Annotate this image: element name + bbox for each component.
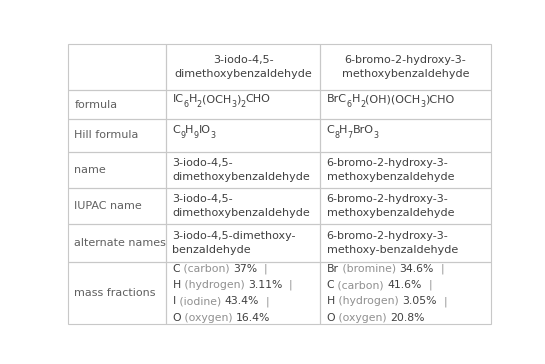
Text: 43.4%: 43.4% xyxy=(225,296,259,306)
Text: 41.6%: 41.6% xyxy=(387,280,422,290)
Text: (hydrogen): (hydrogen) xyxy=(335,296,402,306)
Bar xyxy=(68,225,166,262)
Text: BrC: BrC xyxy=(326,94,347,104)
Text: 3.11%: 3.11% xyxy=(248,280,282,290)
Bar xyxy=(320,119,490,151)
Bar xyxy=(320,225,490,262)
Text: C: C xyxy=(172,264,180,274)
Text: IO: IO xyxy=(199,125,211,135)
Text: 9: 9 xyxy=(193,131,199,140)
Bar xyxy=(166,151,320,188)
Bar xyxy=(68,262,166,324)
Bar xyxy=(166,188,320,225)
Bar xyxy=(166,119,320,151)
Text: IC: IC xyxy=(172,94,184,104)
Text: 8: 8 xyxy=(335,131,340,140)
Text: 3-iodo-4,5-
dimethoxybenzaldehyde: 3-iodo-4,5- dimethoxybenzaldehyde xyxy=(172,158,310,182)
Text: 3.05%: 3.05% xyxy=(402,296,437,306)
Text: |: | xyxy=(282,280,293,290)
Text: (iodine): (iodine) xyxy=(175,296,225,306)
Text: 37%: 37% xyxy=(233,264,257,274)
Bar xyxy=(68,90,166,119)
Text: |: | xyxy=(437,296,447,306)
Text: C: C xyxy=(326,125,335,135)
Text: 6-bromo-2-hydroxy-3-
methoxybenzaldehyde: 6-bromo-2-hydroxy-3- methoxybenzaldehyde xyxy=(326,194,454,218)
Text: 2: 2 xyxy=(240,100,246,109)
Text: Hill formula: Hill formula xyxy=(75,130,139,141)
Text: IUPAC name: IUPAC name xyxy=(75,201,142,211)
Bar xyxy=(166,90,320,119)
Text: 2: 2 xyxy=(360,100,365,109)
Text: |: | xyxy=(259,296,269,306)
Text: O: O xyxy=(172,313,181,323)
Text: 3: 3 xyxy=(211,131,216,140)
Text: O: O xyxy=(326,313,335,323)
Text: C: C xyxy=(172,125,180,135)
Text: (oxygen): (oxygen) xyxy=(181,313,236,323)
Text: (oxygen): (oxygen) xyxy=(335,313,390,323)
Text: (bromine): (bromine) xyxy=(338,264,399,274)
Text: 6: 6 xyxy=(347,100,352,109)
Bar xyxy=(68,119,166,151)
Text: H: H xyxy=(340,125,348,135)
Text: I: I xyxy=(172,296,175,306)
Text: 6-bromo-2-hydroxy-3-
methoxybenzaldehyde: 6-bromo-2-hydroxy-3- methoxybenzaldehyde xyxy=(342,55,469,79)
Text: 3-iodo-4,5-dimethoxy-
benzaldehyde: 3-iodo-4,5-dimethoxy- benzaldehyde xyxy=(172,232,296,256)
Text: (OH)(OCH: (OH)(OCH xyxy=(365,94,420,104)
Text: 20.8%: 20.8% xyxy=(390,313,425,323)
Bar xyxy=(320,44,490,90)
Bar xyxy=(68,44,166,90)
Bar xyxy=(166,225,320,262)
Text: 6-bromo-2-hydroxy-3-
methoxy-benzaldehyde: 6-bromo-2-hydroxy-3- methoxy-benzaldehyd… xyxy=(326,232,458,256)
Text: ): ) xyxy=(236,94,240,104)
Text: 7: 7 xyxy=(348,131,353,140)
Bar xyxy=(166,44,320,90)
Text: H: H xyxy=(172,280,181,290)
Text: Br: Br xyxy=(326,264,338,274)
Bar xyxy=(320,151,490,188)
Bar xyxy=(320,262,490,324)
Text: 2: 2 xyxy=(197,100,202,109)
Text: (hydrogen): (hydrogen) xyxy=(181,280,248,290)
Text: CHO: CHO xyxy=(246,94,270,104)
Text: 3-iodo-4,5-
dimethoxybenzaldehyde: 3-iodo-4,5- dimethoxybenzaldehyde xyxy=(174,55,312,79)
Text: |: | xyxy=(257,264,268,274)
Text: (carbon): (carbon) xyxy=(334,280,387,290)
Text: C: C xyxy=(326,280,334,290)
Text: H: H xyxy=(352,94,360,104)
Text: |: | xyxy=(434,264,444,274)
Text: H: H xyxy=(189,94,197,104)
Text: mass fractions: mass fractions xyxy=(75,288,156,298)
Text: 3: 3 xyxy=(420,100,425,109)
Bar xyxy=(68,188,166,225)
Text: 6-bromo-2-hydroxy-3-
methoxybenzaldehyde: 6-bromo-2-hydroxy-3- methoxybenzaldehyde xyxy=(326,158,454,182)
Text: 3-iodo-4,5-
dimethoxybenzaldehyde: 3-iodo-4,5- dimethoxybenzaldehyde xyxy=(172,194,310,218)
Text: |: | xyxy=(422,280,432,290)
Text: alternate names: alternate names xyxy=(75,238,166,248)
Text: formula: formula xyxy=(75,100,118,110)
Bar xyxy=(166,262,320,324)
Text: )CHO: )CHO xyxy=(425,94,455,104)
Text: 16.4%: 16.4% xyxy=(236,313,270,323)
Text: 34.6%: 34.6% xyxy=(399,264,434,274)
Text: BrO: BrO xyxy=(353,125,374,135)
Text: 3: 3 xyxy=(231,100,236,109)
Bar xyxy=(320,90,490,119)
Text: H: H xyxy=(185,125,193,135)
Text: (OCH: (OCH xyxy=(202,94,231,104)
Text: name: name xyxy=(75,165,106,175)
Text: H: H xyxy=(326,296,335,306)
Bar xyxy=(68,151,166,188)
Bar xyxy=(320,188,490,225)
Text: (carbon): (carbon) xyxy=(180,264,233,274)
Text: 9: 9 xyxy=(180,131,185,140)
Text: 6: 6 xyxy=(184,100,189,109)
Text: 3: 3 xyxy=(374,131,379,140)
